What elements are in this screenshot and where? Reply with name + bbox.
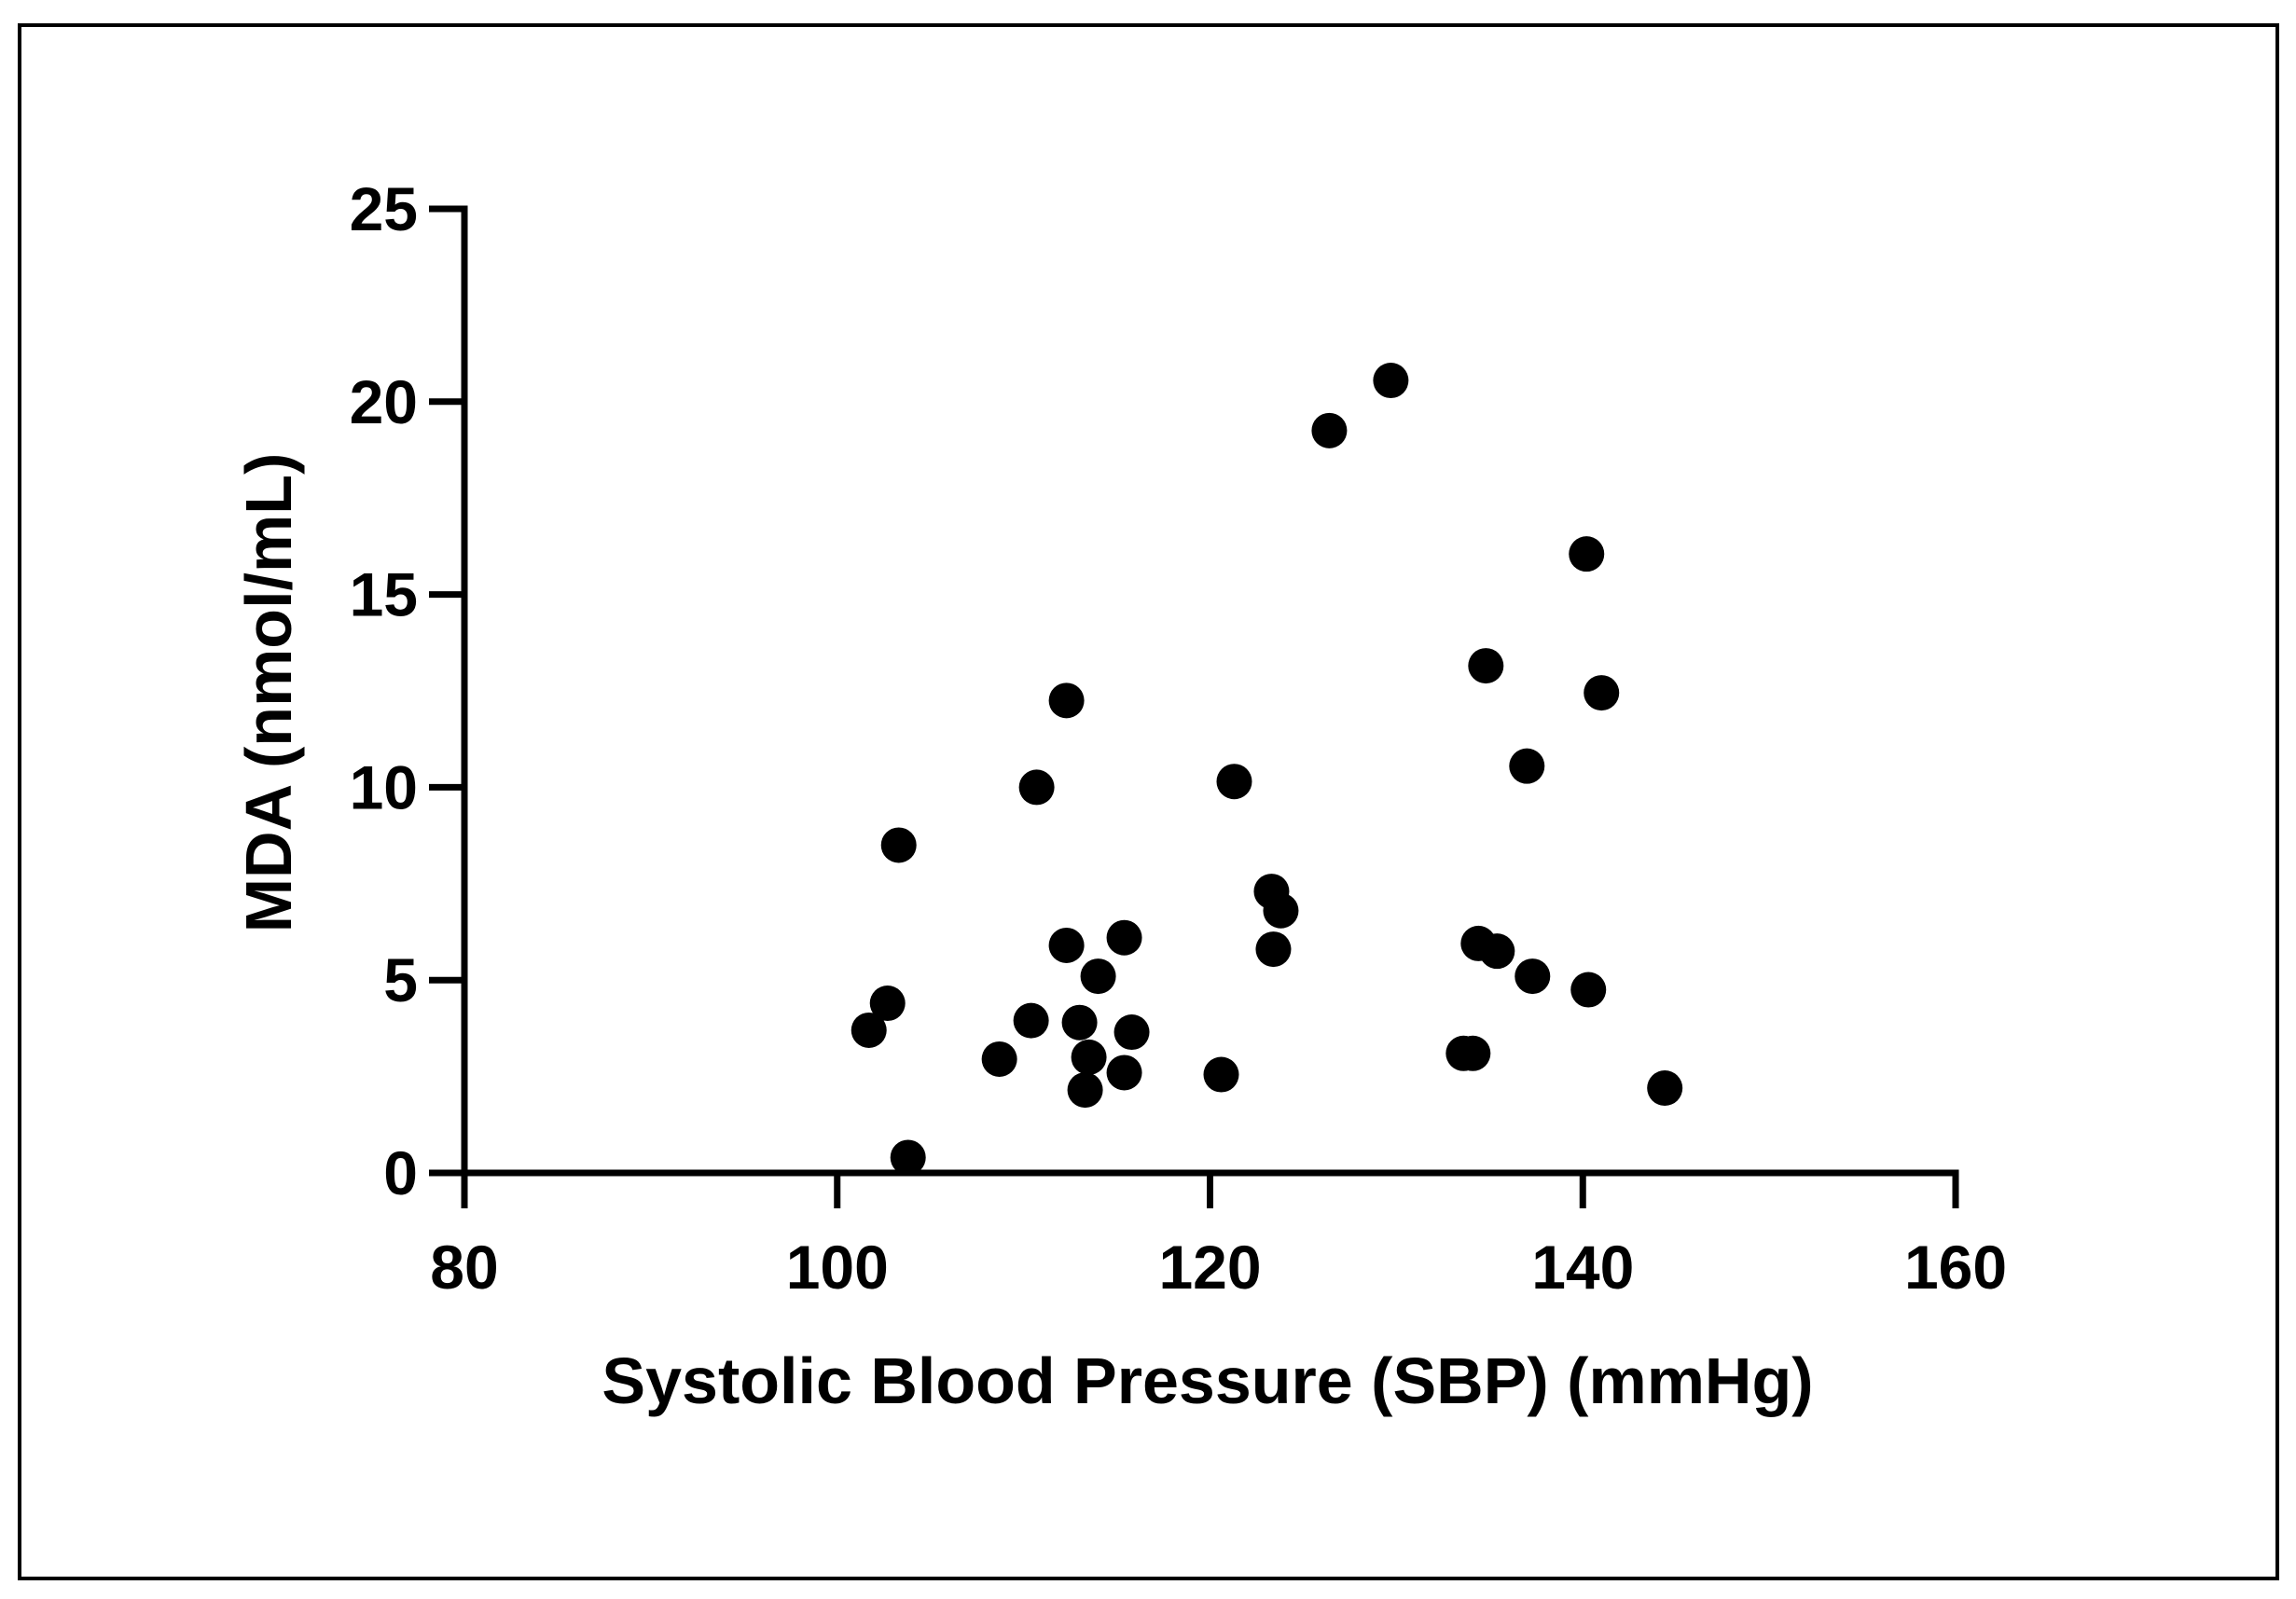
data-point (1080, 958, 1116, 995)
data-point (1203, 1056, 1239, 1093)
data-point (1067, 1072, 1103, 1109)
y-tick-label: 15 (350, 560, 418, 629)
data-point (869, 986, 906, 1022)
x-tick-label: 80 (430, 1233, 498, 1302)
x-tick-label: 140 (1531, 1233, 1634, 1302)
x-tick-label: 160 (1904, 1233, 2007, 1302)
data-point (1048, 927, 1085, 963)
x-tick-label: 120 (1158, 1233, 1261, 1302)
y-tick-label: 25 (350, 174, 418, 243)
data-point (1509, 748, 1545, 784)
data-point (1061, 1004, 1098, 1041)
data-point (1647, 1070, 1683, 1107)
y-axis-ticks: 0 5 10 15 20 25 (350, 174, 464, 1207)
data-point (1479, 933, 1515, 970)
data-point (1106, 919, 1142, 956)
data-point (1311, 412, 1348, 448)
data-point (1515, 958, 1551, 995)
x-axis-title: Systolic Blood Pressure (SBP) (mmHg) (602, 1344, 1813, 1417)
data-point (890, 1139, 926, 1176)
data-point (1584, 675, 1620, 711)
data-point (1106, 1055, 1142, 1091)
data-point (1569, 536, 1605, 572)
data-point (1455, 1035, 1491, 1071)
data-point (981, 1041, 1017, 1077)
figure-frame (18, 23, 2279, 1580)
data-point (1216, 764, 1252, 800)
data-point (1373, 363, 1409, 399)
x-axis-ticks: 80 100 120 140 160 (430, 1173, 2007, 1302)
y-axis-title: MDA (nmol/mL) (232, 453, 305, 933)
y-tick-label: 10 (350, 752, 418, 821)
data-point (1013, 1002, 1049, 1039)
data-point (851, 1012, 887, 1048)
data-point (1018, 769, 1055, 806)
data-point (1570, 972, 1607, 1008)
data-point (1263, 892, 1299, 929)
data-point (1468, 648, 1504, 684)
y-tick-label: 5 (383, 945, 418, 1014)
x-tick-label: 100 (786, 1233, 889, 1302)
data-point (1071, 1039, 1107, 1075)
data-point (1113, 1014, 1150, 1051)
data-point (1255, 931, 1292, 968)
data-point (880, 827, 917, 863)
plot-area: 80 100 120 140 160 0 5 10 15 20 25 (350, 174, 2007, 1302)
y-tick-label: 20 (350, 367, 418, 436)
data-points (851, 363, 1683, 1176)
data-point (1048, 682, 1085, 719)
y-tick-label: 0 (383, 1138, 418, 1207)
